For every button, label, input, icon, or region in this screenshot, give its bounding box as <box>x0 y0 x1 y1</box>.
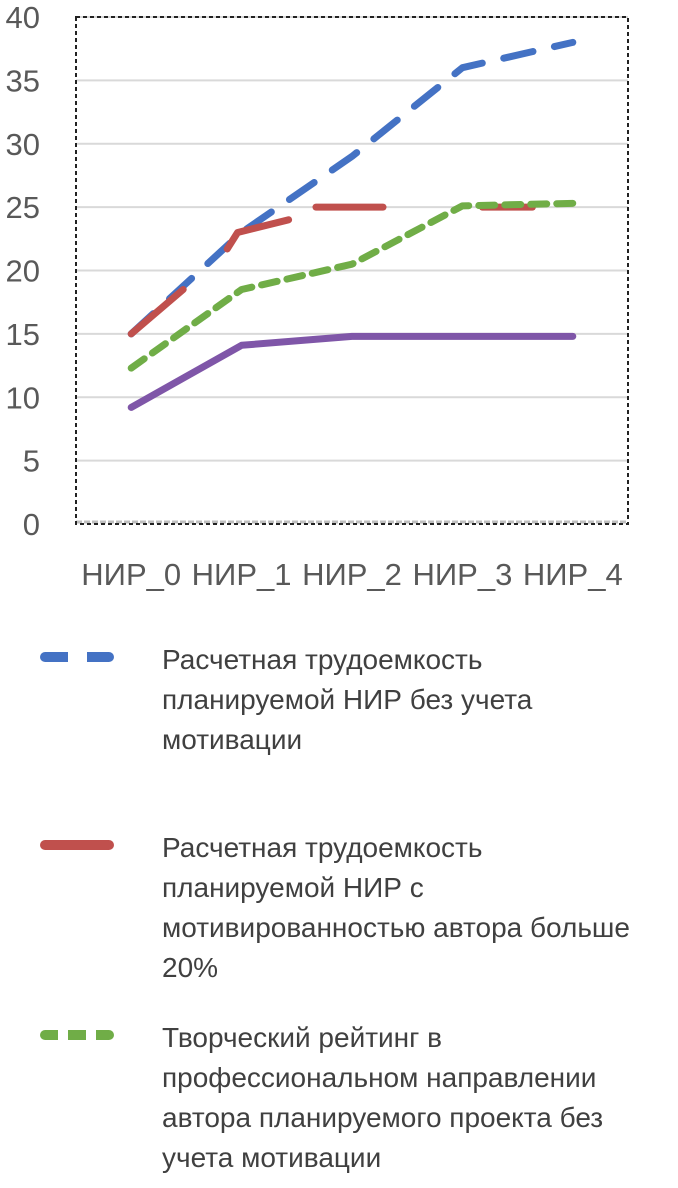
x-tick-label: НИР_2 <box>302 557 402 592</box>
legend-label-green: Творческий рейтинг в профессиональном на… <box>162 1022 604 1173</box>
series-line-purple <box>127 332 577 411</box>
x-tick-label: НИР_1 <box>192 557 292 592</box>
legend-label-blue: Расчетная трудоемкость планируемой НИР б… <box>162 644 533 755</box>
y-tick-label: 0 <box>23 507 40 542</box>
series-lines <box>127 38 577 411</box>
x-tick-label: НИР_0 <box>81 557 181 592</box>
y-tick-label: 35 <box>6 63 40 98</box>
y-tick-label: 30 <box>6 127 40 162</box>
plot-area-border <box>75 16 629 525</box>
series-line-blue <box>127 38 577 338</box>
y-tick-label: 25 <box>6 190 40 225</box>
y-tick-label: 15 <box>6 317 40 352</box>
series-line-red <box>223 216 293 253</box>
legend-label-red: Расчетная трудоемкость планируемой НИР с… <box>162 832 630 983</box>
y-tick-label: 10 <box>6 380 40 415</box>
gridlines <box>76 16 628 524</box>
y-axis-ticks: 0 5 10 15 20 25 30 35 40 <box>6 0 40 542</box>
legend-swatch-blue <box>40 652 114 662</box>
legend-swatch-red <box>40 840 114 850</box>
series-line-red <box>127 286 187 338</box>
x-axis-ticks: НИР_0 НИР_1 НИР_2 НИР_3 НИР_4 <box>81 557 622 592</box>
y-tick-label: 20 <box>6 254 40 289</box>
x-tick-label: НИР_4 <box>523 557 623 592</box>
legend-swatch-green <box>40 1030 114 1040</box>
y-tick-label: 40 <box>6 0 40 35</box>
x-tick-label: НИР_3 <box>412 557 512 592</box>
series-line-green <box>127 199 577 372</box>
y-tick-label: 5 <box>23 444 40 479</box>
